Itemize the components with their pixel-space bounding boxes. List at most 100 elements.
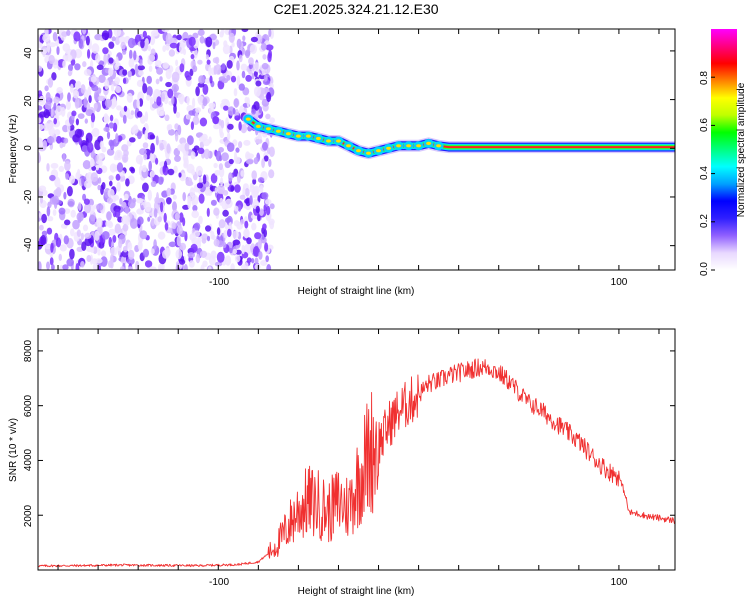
noise-blob — [53, 102, 57, 111]
noise-blob — [236, 75, 241, 86]
noise-blob — [222, 44, 231, 55]
noise-blob — [232, 107, 236, 115]
noise-blob — [68, 175, 76, 184]
noise-blob — [265, 44, 274, 51]
noise-blob — [92, 262, 99, 270]
noise-blob — [187, 135, 194, 146]
noise-blob — [189, 68, 194, 77]
noise-blob — [146, 75, 152, 85]
noise-blob — [116, 181, 121, 192]
noise-blob — [179, 242, 187, 251]
noise-blob — [50, 162, 59, 169]
noise-blob — [223, 229, 228, 239]
noise-blob — [132, 197, 137, 204]
noise-blob — [262, 141, 268, 151]
noise-blob — [252, 186, 259, 197]
noise-blob — [228, 221, 232, 231]
noise-blob — [245, 159, 254, 165]
noise-blob — [147, 216, 151, 222]
noise-blob — [66, 29, 71, 36]
noise-blob — [221, 63, 226, 71]
noise-blob — [116, 162, 124, 173]
noise-blob — [218, 219, 226, 229]
noise-blob — [96, 217, 103, 228]
noise-blob — [159, 76, 163, 82]
noise-blob — [196, 182, 204, 189]
noise-blob — [187, 114, 191, 120]
noise-blob — [182, 217, 186, 227]
noise-blob — [90, 158, 95, 168]
noise-blob — [46, 227, 53, 235]
noise-blob — [101, 30, 110, 41]
noise-blob — [222, 242, 227, 249]
noise-blob — [190, 121, 194, 130]
noise-blob — [108, 122, 114, 129]
noise-blob — [80, 261, 85, 268]
noise-blob — [266, 264, 272, 270]
noise-blob — [70, 228, 75, 237]
snr-y-axis-label: SNR (10 * v/v) — [8, 418, 19, 482]
colorbar-tick-label: 0.8 — [699, 71, 710, 85]
noise-blob — [166, 187, 172, 197]
noise-blob — [213, 207, 220, 216]
noise-blob — [104, 79, 110, 90]
signal-blob-core — [285, 132, 291, 136]
noise-blob — [147, 45, 151, 52]
noise-blob — [83, 198, 90, 205]
noise-blob — [63, 191, 67, 200]
noise-blob — [253, 157, 259, 165]
noise-blob — [232, 230, 239, 239]
noise-blob — [205, 54, 209, 60]
noise-blob — [82, 193, 87, 201]
noise-blob — [244, 96, 249, 104]
signal-blob-core — [356, 149, 361, 153]
noise-blob — [210, 173, 218, 184]
noise-blob — [87, 141, 94, 153]
noise-blob — [54, 129, 61, 136]
noise-blob — [89, 214, 96, 225]
noise-blob — [268, 169, 275, 179]
noise-blob — [136, 197, 144, 204]
noise-blob — [253, 101, 260, 111]
noise-blob — [195, 107, 202, 113]
noise-blob — [229, 247, 233, 254]
noise-blob — [54, 176, 61, 188]
noise-blob — [260, 42, 267, 51]
noise-blob — [251, 222, 257, 231]
noise-blob — [96, 64, 104, 71]
noise-blob — [38, 117, 42, 124]
noise-blob — [226, 74, 231, 81]
noise-blob — [205, 36, 213, 48]
noise-blob — [216, 227, 221, 236]
noise-blob — [103, 115, 110, 124]
noise-blob — [74, 81, 80, 90]
noise-blob — [52, 31, 58, 42]
noise-blob — [251, 108, 256, 115]
spectrogram-y-tick-label: -20 — [23, 189, 34, 204]
noise-blob — [98, 177, 102, 184]
noise-blob — [161, 190, 168, 198]
noise-blob — [206, 59, 211, 65]
noise-blob — [233, 220, 240, 227]
noise-blob — [232, 248, 238, 255]
noise-blob — [91, 84, 99, 92]
noise-blob — [240, 63, 248, 71]
noise-blob — [170, 37, 178, 44]
noise-blob — [177, 93, 185, 103]
noise-blob — [115, 36, 120, 46]
noise-blob — [90, 247, 95, 253]
snr-frame — [37, 328, 676, 571]
noise-blob — [71, 110, 77, 117]
noise-blob — [206, 207, 210, 217]
noise-blob — [240, 124, 248, 134]
noise-blob — [175, 111, 181, 119]
noise-blob — [113, 29, 122, 37]
noise-blob — [245, 49, 250, 59]
noise-blob — [144, 260, 153, 268]
noise-blob — [55, 187, 62, 198]
noise-blob — [268, 146, 275, 158]
noise-blob — [238, 83, 245, 91]
noise-blob — [150, 248, 155, 255]
noise-blob — [262, 54, 267, 60]
